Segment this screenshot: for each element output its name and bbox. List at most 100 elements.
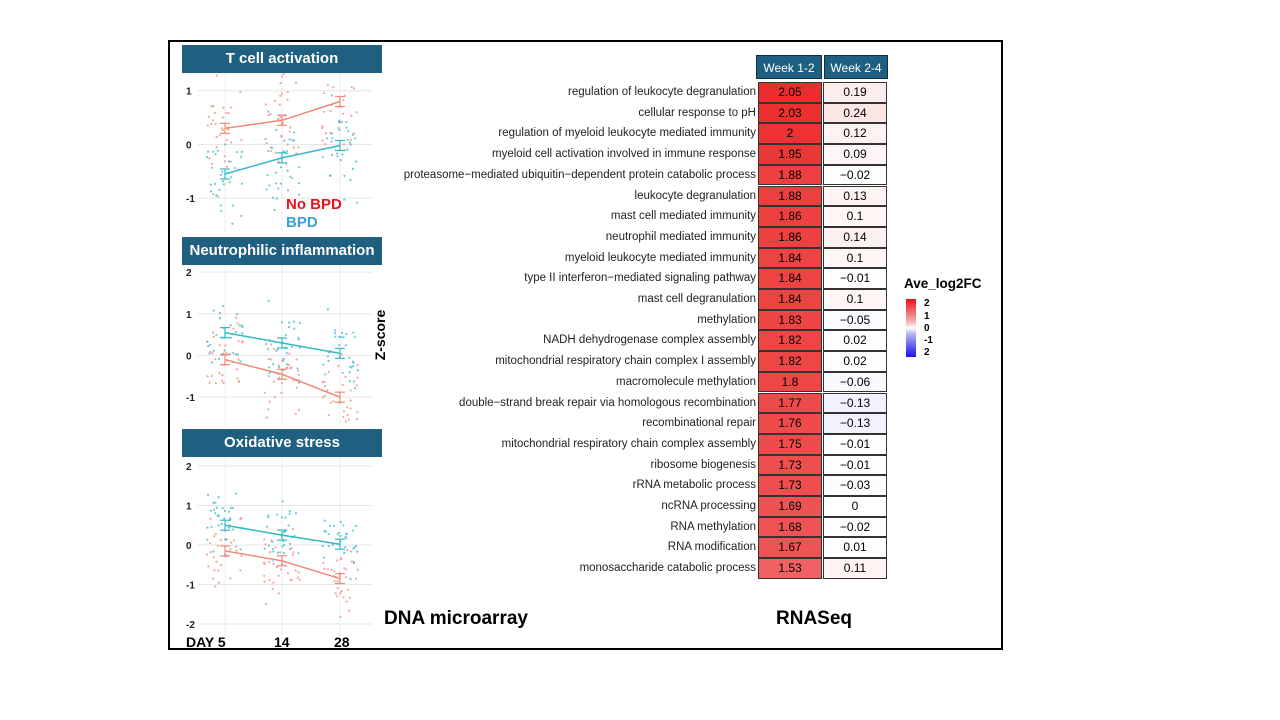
jitter-point	[218, 188, 221, 192]
jitter-point	[225, 165, 229, 168]
jitter-point	[332, 86, 335, 89]
jitter-point	[348, 609, 351, 612]
heatmap-row: rRNA metabolic process 1.73 −0.03	[380, 475, 890, 496]
jitter-point	[352, 331, 355, 334]
jitter-point	[268, 578, 271, 582]
jitter-point	[321, 380, 324, 383]
line-plots: 1 0 -1 2 1 0 -1 2 1 0 -1 -2	[186, 72, 372, 636]
jitter-point	[289, 578, 293, 581]
jitter-point	[323, 142, 327, 146]
jitter-point	[240, 214, 243, 218]
jitter-point	[218, 372, 221, 375]
jitter-point	[236, 353, 240, 356]
cell-week2-4: 0.24	[823, 102, 887, 124]
jitter-point	[220, 379, 224, 382]
jitter-point	[286, 363, 289, 366]
colorbar-tick: 2	[924, 298, 930, 309]
jitter-point	[349, 550, 352, 553]
jitter-point	[292, 320, 296, 323]
jitter-point	[212, 349, 215, 352]
jitter-point	[229, 336, 232, 339]
y-tick-label: 0	[186, 140, 192, 151]
jitter-point	[322, 561, 325, 564]
jitter-point	[322, 110, 326, 113]
x-label-day28: 28	[334, 634, 350, 650]
jitter-point	[222, 381, 225, 384]
jitter-point	[231, 506, 234, 510]
jitter-point	[321, 544, 324, 547]
jitter-point	[333, 332, 336, 335]
jitter-point	[350, 114, 353, 117]
jitter-point	[289, 175, 292, 178]
jitter-point	[348, 596, 352, 599]
jitter-point	[331, 543, 334, 546]
jitter-point	[240, 324, 243, 327]
jitter-point	[351, 529, 355, 532]
jitter-point	[292, 551, 295, 554]
jitter-point	[229, 548, 232, 551]
jitter-point	[356, 363, 359, 367]
jitter-point	[332, 525, 336, 528]
jitter-point	[326, 308, 329, 311]
cell-week1-2: 1.73	[758, 454, 822, 476]
jitter-point	[240, 138, 243, 142]
jitter-point	[219, 538, 222, 542]
jitter-point	[221, 116, 224, 119]
x-label-day5: DAY 5	[186, 634, 226, 650]
jitter-point	[297, 552, 300, 555]
jitter-point	[215, 333, 218, 337]
jitter-point	[280, 321, 283, 324]
jitter-point	[346, 406, 349, 409]
heatmap-row: myeloid leukocyte mediated immunity 1.84 0…	[380, 247, 890, 269]
row-label: macromolecule methylation	[616, 375, 756, 388]
jitter-point	[235, 316, 238, 319]
jitter-point	[337, 364, 340, 367]
jitter-point	[346, 148, 349, 151]
jitter-point	[342, 98, 345, 102]
jitter-point	[330, 568, 333, 571]
cell-week2-4: −0.13	[823, 392, 887, 414]
jitter-point	[346, 414, 349, 417]
jitter-point	[212, 501, 215, 504]
jitter-point	[227, 112, 230, 115]
jitter-point	[295, 152, 298, 155]
jitter-point	[294, 81, 298, 84]
jitter-point	[286, 189, 290, 192]
jitter-point	[283, 139, 286, 142]
jitter-point	[351, 167, 355, 170]
jitter-point	[208, 542, 212, 545]
cell-week2-4: 0.1	[823, 206, 887, 227]
heatmap-row: myeloid cell activation involved in immu…	[380, 144, 890, 165]
jitter-point	[347, 129, 350, 133]
jitter-point	[326, 355, 329, 358]
jitter-point	[341, 383, 344, 386]
jitter-point	[344, 545, 347, 549]
jitter-point	[274, 151, 278, 154]
jitter-point	[271, 587, 274, 591]
jitter-point	[263, 538, 266, 541]
jitter-point	[224, 143, 227, 146]
jitter-point	[282, 357, 285, 361]
cell-week1-2: 1.86	[758, 206, 822, 227]
jitter-point	[356, 368, 360, 372]
jitter-point	[223, 349, 226, 352]
jitter-point	[291, 177, 294, 180]
jitter-point	[280, 516, 284, 519]
jitter-point	[274, 171, 277, 174]
y-tick-label: 1	[186, 87, 192, 98]
jitter-point	[292, 527, 295, 531]
jitter-point	[269, 551, 272, 554]
jitter-point	[273, 99, 277, 102]
jitter-point	[345, 568, 348, 571]
jitter-point	[229, 541, 233, 544]
jitter-point	[210, 374, 214, 378]
jitter-point	[333, 580, 336, 583]
jitter-point	[237, 380, 241, 383]
row-label: mast cell mediated immunity	[610, 210, 756, 223]
row-label: recombinational repair	[642, 417, 756, 430]
jitter-point	[280, 568, 283, 571]
jitter-point	[298, 166, 301, 169]
jitter-point	[235, 313, 239, 316]
heatmap-row: ribosome biogenesis 1.73 −0.01	[380, 454, 890, 476]
jitter-point	[348, 356, 351, 359]
